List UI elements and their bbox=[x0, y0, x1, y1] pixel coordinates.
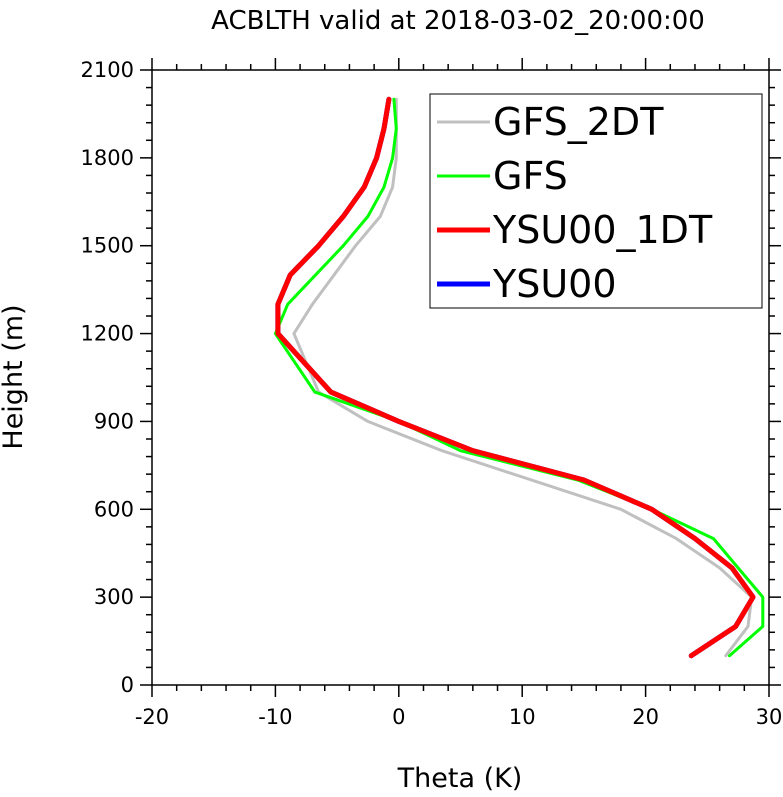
plot-frame bbox=[151, 69, 770, 686]
x-tick-label: 10 bbox=[509, 705, 536, 729]
x-tick-label: 0 bbox=[392, 705, 405, 729]
legend-box bbox=[429, 93, 763, 309]
legend-label-gfs-2dt: GFS_2DT bbox=[493, 100, 664, 144]
plot-lines bbox=[273, 96, 765, 659]
y-tick-label: 1800 bbox=[81, 146, 134, 170]
legend-label-gfs: GFS bbox=[493, 154, 568, 198]
y-tick-label: 300 bbox=[94, 585, 134, 609]
y-tick-label: 1500 bbox=[81, 234, 134, 258]
legend-label-ysu00-1dt: YSU00_1DT bbox=[492, 208, 713, 252]
series-line-ysu00-1dt bbox=[275, 96, 756, 659]
y-tick-label: 900 bbox=[94, 409, 134, 433]
chart-title: ACBLTH valid at 2018-03-02_20:00:00 bbox=[211, 6, 705, 36]
legend-label-ysu00: YSU00 bbox=[492, 262, 617, 306]
y-tick-label: 0 bbox=[121, 673, 134, 697]
y-axis-label: Height (m) bbox=[0, 304, 29, 449]
y-tick-label: 2100 bbox=[81, 58, 134, 82]
x-tick-label: 30 bbox=[756, 705, 783, 729]
series-line-gfs bbox=[273, 97, 765, 658]
x-axis-label: Theta (K) bbox=[397, 763, 523, 794]
x-tick-label: 20 bbox=[632, 705, 659, 729]
y-tick-label: 1200 bbox=[81, 322, 134, 346]
legend: GFS_2DT GFS YSU00_1DT YSU00 bbox=[429, 93, 763, 309]
y-tick-label: 600 bbox=[94, 497, 134, 521]
x-tick-label: -10 bbox=[258, 705, 292, 729]
x-tick-label: -20 bbox=[135, 705, 169, 729]
ticks bbox=[140, 58, 781, 697]
